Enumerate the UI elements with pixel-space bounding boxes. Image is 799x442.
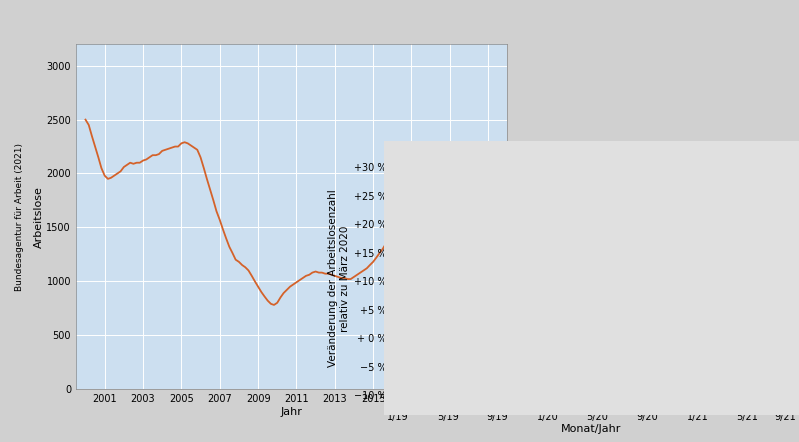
Erwerbsberuf Physiker — [568, 278, 578, 284]
Y-axis label: Veränderung der Arbeitslosenzahl
relativ zu März 2020: Veränderung der Arbeitslosenzahl relativ… — [328, 190, 350, 367]
alle Erwerbstätigen — [742, 222, 752, 227]
Erwerbsberuf Physiker — [730, 193, 740, 198]
alle Erwerbstätigen — [593, 319, 602, 324]
Erwerbsberuf Physiker — [768, 301, 777, 307]
Erwerbsberuf Physiker — [393, 307, 403, 312]
alle Erwerbstätigen — [705, 199, 714, 204]
alle Erwerbstätigen — [543, 358, 552, 364]
alle Erwerbstätigen — [780, 307, 789, 312]
Erwerbsberuf Physiker — [405, 319, 415, 324]
Erwerbsberuf Physiker — [518, 341, 527, 347]
alle Erwerbstätigen — [642, 182, 652, 187]
alle Erwerbstätigen — [531, 376, 540, 381]
alle Erwerbstätigen — [405, 324, 415, 330]
Erwerbsberuf Physiker — [480, 319, 490, 324]
Erwerbsberuf Physiker — [780, 330, 789, 335]
alle Erwerbstätigen — [668, 210, 678, 216]
Y-axis label: Arbeitslose: Arbeitslose — [34, 186, 43, 248]
Erwerbsberuf Physiker — [593, 335, 602, 341]
alle Erwerbstätigen — [718, 222, 727, 227]
alle Erwerbstätigen — [568, 364, 578, 370]
alle Erwerbstätigen — [443, 358, 452, 364]
alle Erwerbstätigen — [431, 358, 440, 364]
Bar — [446, 238, 494, 281]
Erwerbsberuf Physiker — [630, 262, 640, 267]
Erwerbsberuf Physiker — [655, 216, 665, 221]
alle Erwerbstätigen — [680, 216, 690, 221]
Erwerbsberuf Physiker — [718, 267, 727, 273]
alle Erwerbstätigen — [555, 358, 565, 364]
alle Erwerbstätigen — [605, 330, 614, 335]
Erwerbsberuf Physiker — [431, 358, 440, 364]
Erwerbsberuf Physiker — [493, 341, 503, 347]
Erwerbsberuf Physiker — [531, 364, 540, 370]
alle Erwerbstätigen — [580, 341, 590, 347]
alle Erwerbstätigen — [655, 193, 665, 198]
alle Erwerbstätigen — [393, 319, 403, 324]
Line: alle Erwerbstätigen: alle Erwerbstätigen — [396, 183, 787, 380]
alle Erwerbstätigen — [768, 278, 777, 284]
Erwerbsberuf Physiker — [455, 319, 465, 324]
Erwerbsberuf Physiker — [755, 296, 765, 301]
Text: Bundesagentur für Arbeit (2021): Bundesagentur für Arbeit (2021) — [15, 143, 24, 290]
Erwerbsberuf Physiker — [693, 267, 702, 273]
Erwerbsberuf Physiker — [580, 358, 590, 364]
alle Erwerbstätigen — [693, 239, 702, 244]
X-axis label: Monat/Jahr: Monat/Jahr — [561, 424, 622, 434]
Erwerbsberuf Physiker — [680, 267, 690, 273]
Erwerbsberuf Physiker — [555, 358, 565, 364]
alle Erwerbstätigen — [468, 341, 478, 347]
Erwerbsberuf Physiker — [618, 335, 627, 341]
Erwerbsberuf Physiker — [543, 358, 552, 364]
Erwerbsberuf Physiker — [418, 319, 427, 324]
Erwerbsberuf Physiker — [505, 341, 515, 347]
Erwerbsberuf Physiker — [642, 193, 652, 198]
Line: Erwerbsberuf Physiker: Erwerbsberuf Physiker — [396, 194, 787, 369]
Erwerbsberuf Physiker — [443, 290, 452, 295]
alle Erwerbstätigen — [518, 358, 527, 364]
Erwerbsberuf Physiker — [668, 233, 678, 238]
Erwerbsberuf Physiker — [468, 319, 478, 324]
alle Erwerbstätigen — [755, 227, 765, 232]
alle Erwerbstätigen — [505, 353, 515, 358]
X-axis label: Jahr: Jahr — [280, 407, 303, 417]
alle Erwerbstätigen — [730, 199, 740, 204]
alle Erwerbstätigen — [493, 341, 503, 347]
alle Erwerbstätigen — [630, 216, 640, 221]
alle Erwerbstätigen — [480, 358, 490, 364]
alle Erwerbstätigen — [455, 358, 465, 364]
alle Erwerbstätigen — [418, 341, 427, 347]
Erwerbsberuf Physiker — [742, 210, 752, 216]
Erwerbsberuf Physiker — [705, 193, 714, 198]
Erwerbsberuf Physiker — [605, 335, 614, 341]
alle Erwerbstätigen — [618, 335, 627, 341]
